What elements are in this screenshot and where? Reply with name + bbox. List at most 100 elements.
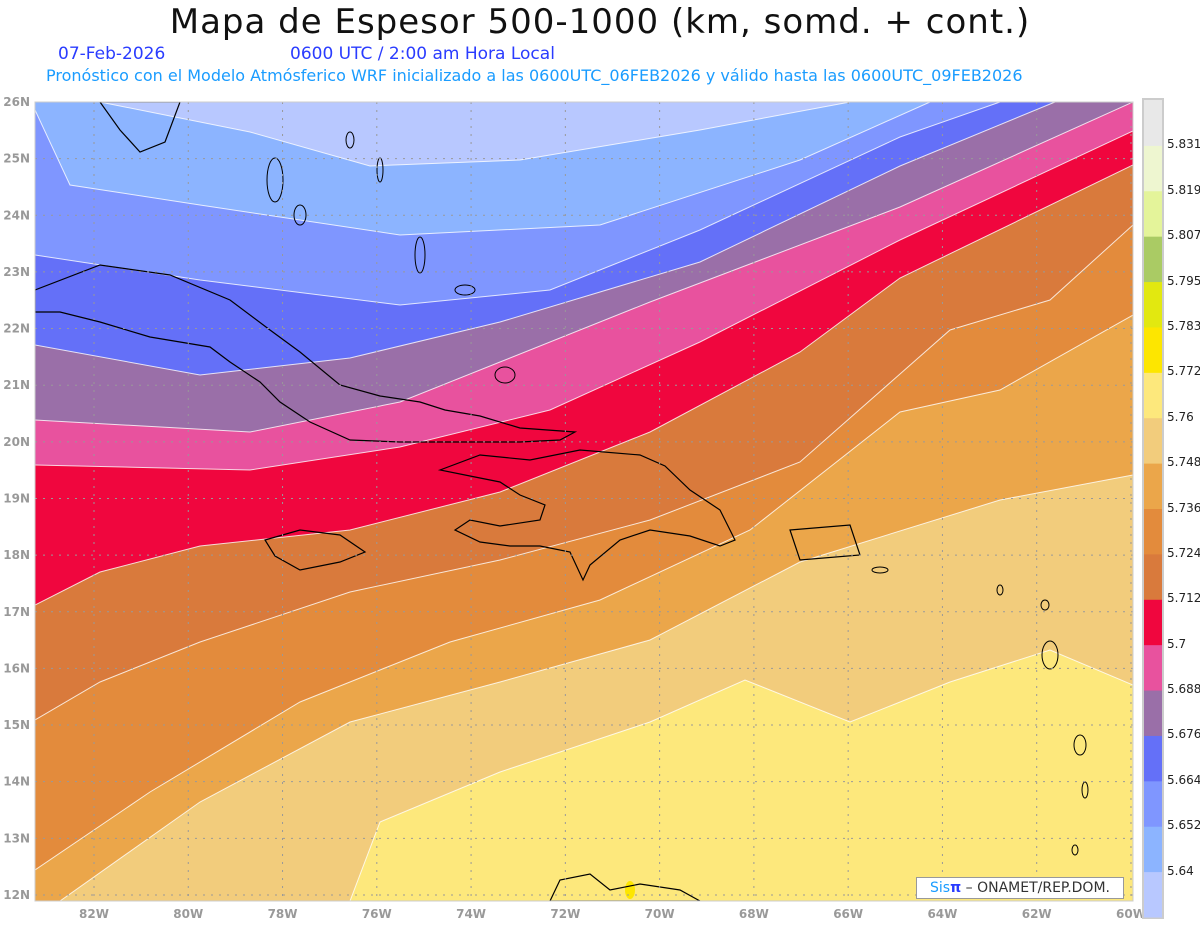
logo-box: Sisπ – ONAMET/REP.DOM. (916, 877, 1124, 899)
contour-line-9 (59, 474, 1133, 901)
island-1 (293, 204, 307, 226)
island-9 (1040, 599, 1050, 611)
thickness-band-10 (350, 650, 1133, 901)
colorbar-label: 5.664 (1167, 772, 1200, 787)
colorbar-swatch (1144, 236, 1162, 283)
contour-line-2 (35, 102, 1001, 306)
contour-line-10 (349, 649, 1133, 901)
contour-line-0 (99, 102, 851, 167)
colorbar-label: 5.652 (1167, 818, 1200, 833)
lat-tick-label: 14N (3, 775, 30, 789)
colorbar-label: 5.748 (1167, 455, 1200, 470)
colorbar-label: 5.795 (1167, 273, 1200, 288)
colorbar-swatch (1144, 326, 1162, 373)
lat-tick-label: 13N (3, 831, 30, 845)
colorbar-label: 5.831 (1167, 137, 1200, 152)
lat-tick-label: 15N (3, 718, 30, 732)
colorbar-swatch (1144, 508, 1162, 555)
colorbar-swatch (1144, 871, 1162, 918)
contour-line-6 (35, 164, 1133, 606)
island-13 (871, 566, 889, 574)
colorbar-label: 5.76 (1167, 409, 1194, 424)
colorbar-swatch (1144, 417, 1162, 464)
island-3 (454, 284, 476, 296)
colorbar-frame (1142, 98, 1164, 919)
island-10 (996, 584, 1004, 596)
colorbar-swatch (1144, 190, 1162, 237)
colorbar-label: 5.819 (1167, 182, 1200, 197)
lat-tick-label: 12N (3, 888, 30, 902)
island-0 (266, 157, 284, 203)
colorbar-swatch (1144, 690, 1162, 736)
colorbar-swatch (1144, 644, 1162, 691)
colorbar-label: 5.783 (1167, 318, 1200, 333)
island-6 (345, 131, 355, 149)
lon-tick-label: 74W (456, 907, 486, 921)
lat-tick-label: 16N (3, 661, 30, 675)
island-12 (1071, 844, 1079, 856)
map-frame (34, 101, 1134, 902)
lon-tick-label: 70W (645, 907, 675, 921)
time-label: 0600 UTC / 2:00 am Hora Local (290, 44, 555, 64)
colorbar-swatch (1144, 735, 1162, 782)
lat-tick-label: 20N (3, 435, 30, 449)
lon-tick-label: 68W (739, 907, 769, 921)
colorbar-swatch (1144, 463, 1162, 509)
coastline-cuba (35, 264, 578, 443)
colorbar-swatch (1144, 145, 1162, 192)
lon-tick-label: 80W (173, 907, 203, 921)
map-title: Mapa de Espesor 500-1000 (km, somd. + co… (169, 2, 1031, 42)
island-4 (494, 366, 516, 384)
thickness-band-0 (100, 102, 850, 166)
island-8 (1073, 734, 1087, 756)
colorbar-label: 5.712 (1167, 591, 1200, 606)
lat-tick-label: 24N (3, 208, 30, 222)
lon-tick-label: 78W (268, 907, 298, 921)
lon-tick-label: 82W (79, 907, 109, 921)
contour-line-1 (35, 102, 931, 236)
logo-pi: π (950, 880, 962, 896)
coastline-hispaniola (437, 449, 736, 582)
island-5 (376, 157, 384, 183)
contour-line-5 (35, 130, 1133, 471)
colorbar-label: 5.676 (1167, 727, 1200, 742)
coastline-jamaica (264, 529, 367, 571)
colorbar-label: 5.64 (1167, 863, 1194, 878)
colorbar-label: 5.688 (1167, 682, 1200, 697)
lat-tick-label: 25N (3, 152, 30, 166)
colorbar-swatch (1144, 826, 1162, 873)
colorbar-swatch (1144, 100, 1162, 146)
contour-line-8 (35, 314, 1133, 871)
lon-tick-label: 72W (550, 907, 580, 921)
colorbar-label: 5.724 (1167, 545, 1200, 560)
lat-tick-label: 26N (3, 95, 30, 109)
lat-tick-label: 23N (3, 265, 30, 279)
logo-brand: Sis (930, 880, 951, 896)
lon-tick-label: 60W (1116, 907, 1146, 921)
island-7 (1041, 640, 1059, 670)
colorbar-swatch (1144, 553, 1162, 600)
lat-tick-label: 19N (3, 491, 30, 505)
lon-tick-label: 62W (1022, 907, 1052, 921)
lon-tick-label: 64W (927, 907, 957, 921)
lon-tick-label: 66W (833, 907, 863, 921)
thickness-max-patch (625, 881, 635, 899)
forecast-info: Pronóstico con el Modelo Atmósferico WRF… (46, 66, 1023, 85)
coastline-florida (99, 102, 181, 153)
island-2 (414, 236, 426, 274)
map-layers (35, 102, 1133, 901)
contour-line-7 (35, 224, 1133, 721)
lon-tick-label: 76W (362, 907, 392, 921)
colorbar-label: 5.7 (1167, 636, 1187, 651)
colorbar-swatch (1144, 372, 1162, 419)
colorbar-label: 5.772 (1167, 364, 1200, 379)
colorbar-label: 5.736 (1167, 500, 1200, 515)
lat-tick-label: 18N (3, 548, 30, 562)
colorbar-swatch (1144, 281, 1162, 328)
lat-tick-label: 22N (3, 322, 30, 336)
colorbar-swatch (1144, 599, 1162, 646)
date-label: 07-Feb-2026 (58, 44, 166, 64)
contour-line-3 (35, 102, 1056, 376)
contour-line-4 (35, 102, 1133, 433)
